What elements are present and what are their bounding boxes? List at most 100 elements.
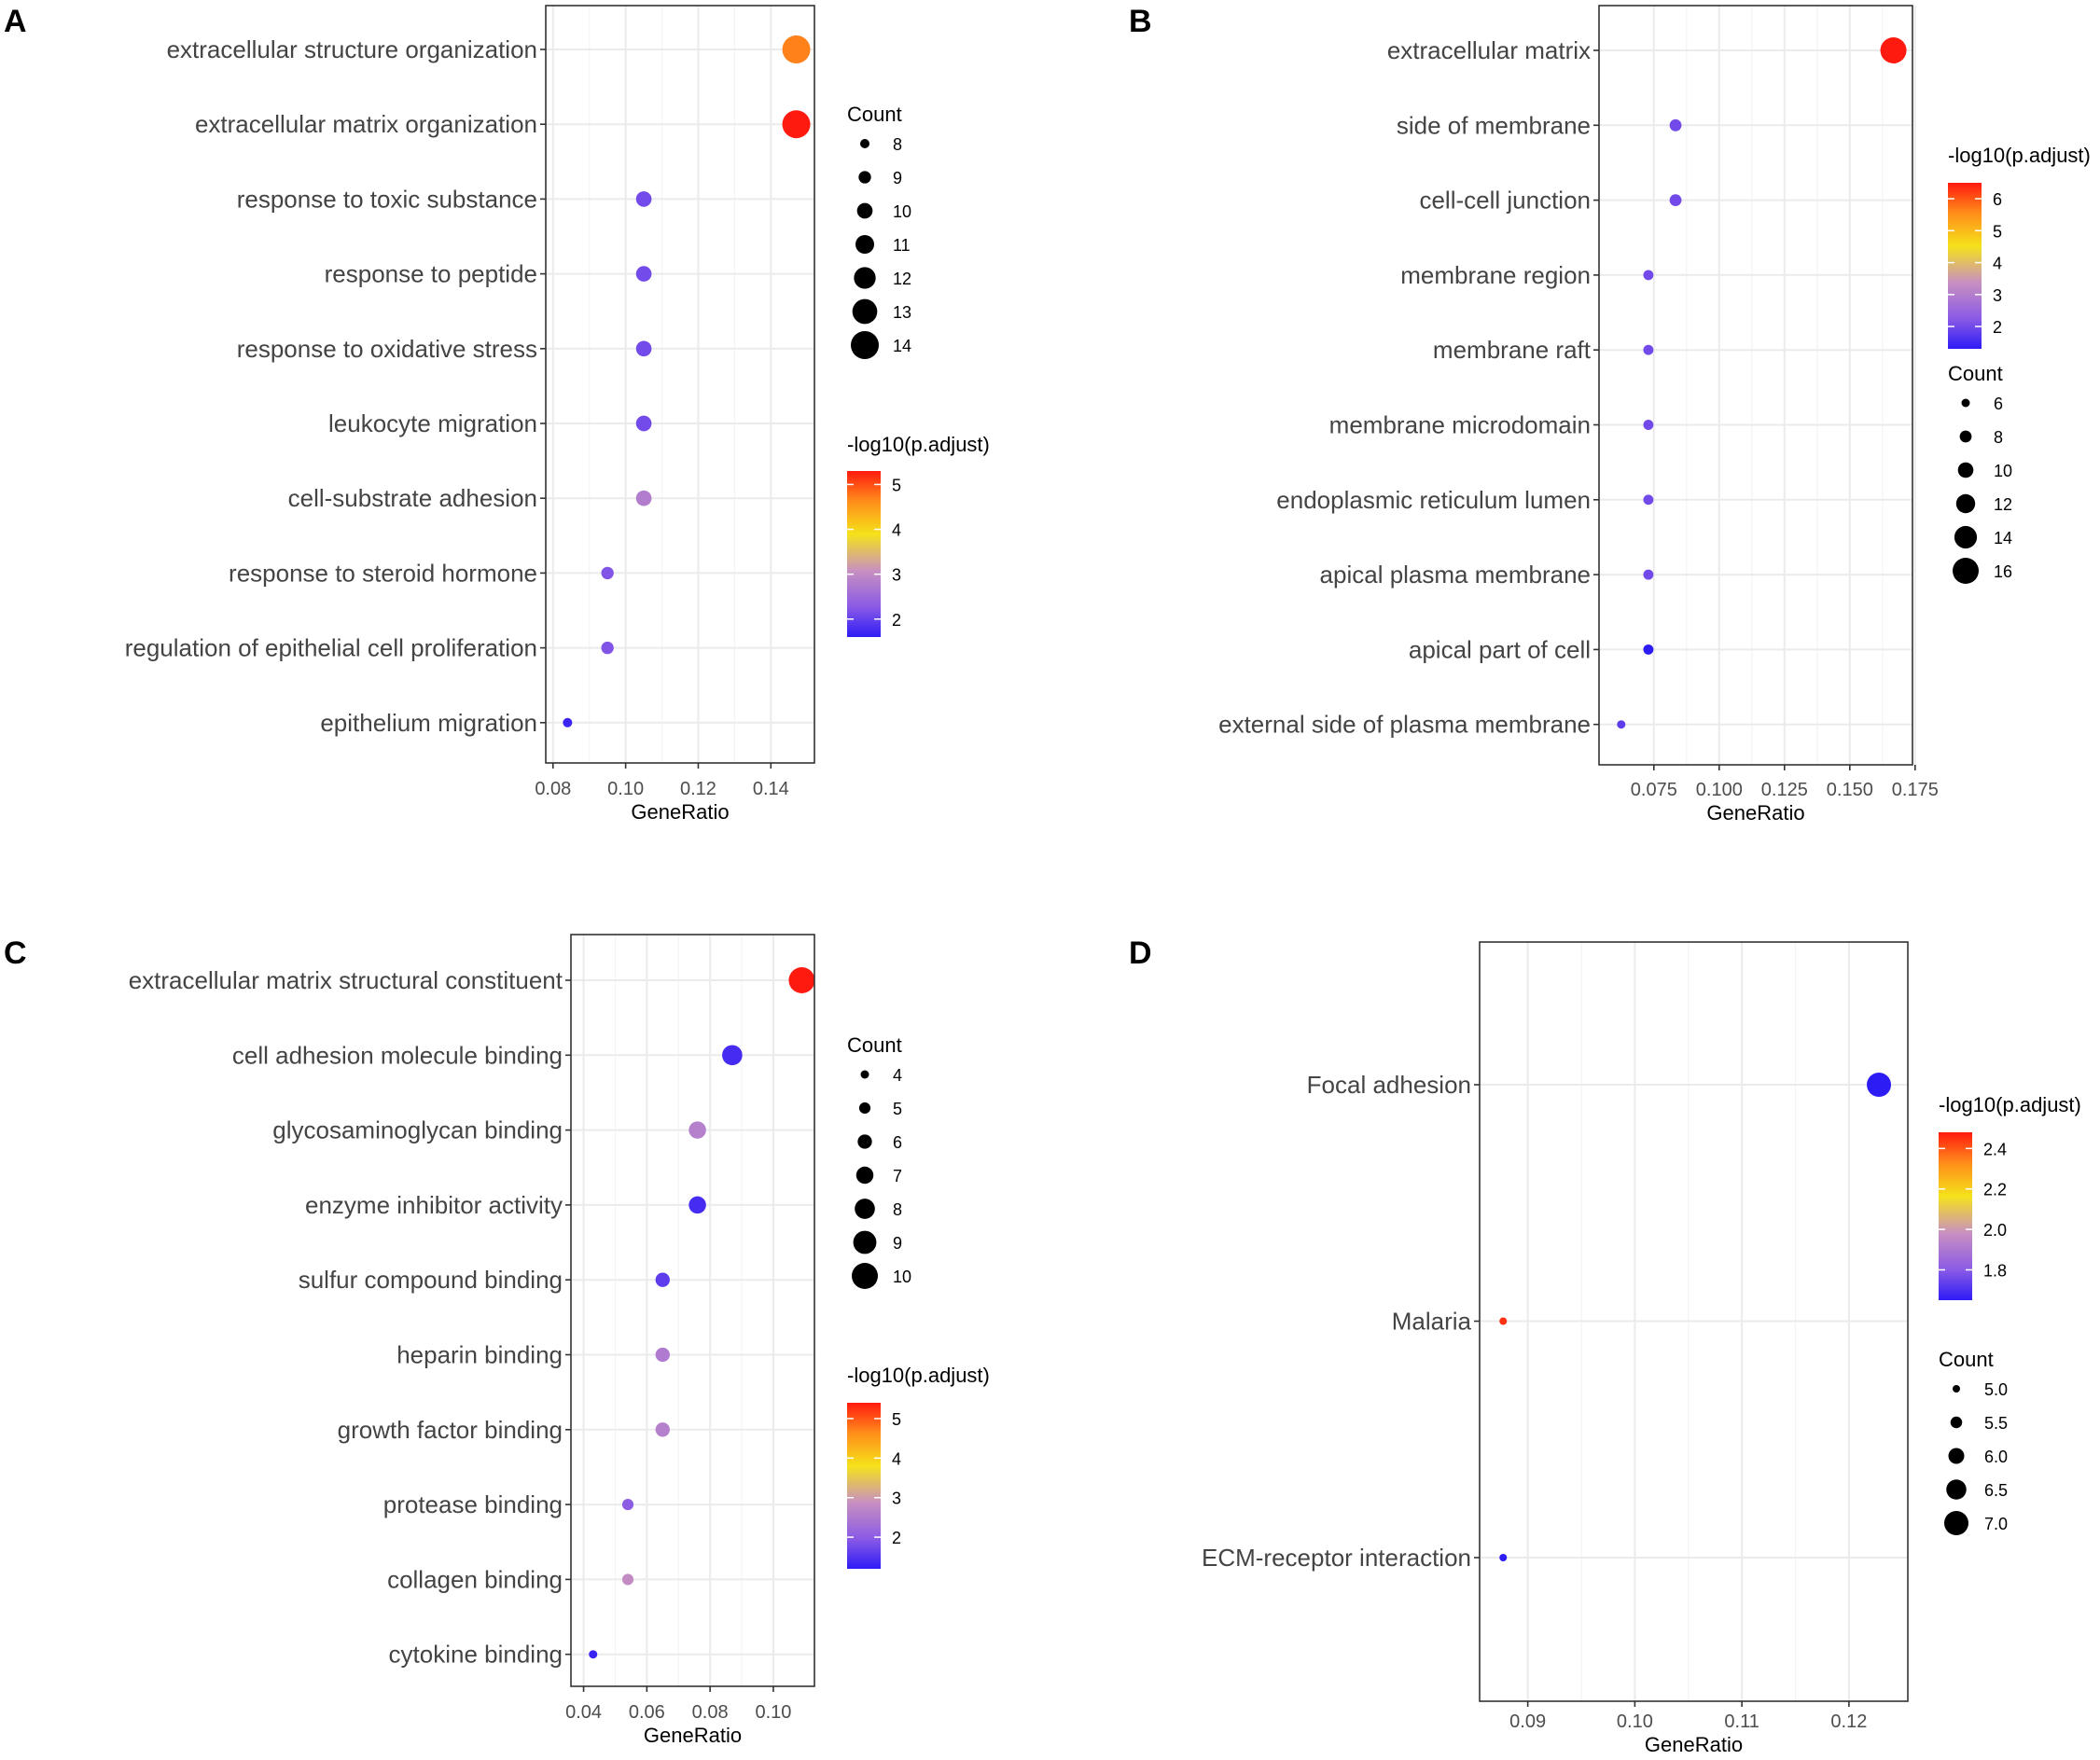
- color-legend-title: -log10(p.adjust): [847, 433, 990, 456]
- plot-border: [1598, 5, 1913, 766]
- term-label: external side of plasma membrane: [1218, 711, 1591, 739]
- term-label: extracellular matrix structural constitu…: [129, 966, 563, 994]
- term-label: extracellular matrix: [1387, 36, 1591, 64]
- color-legend-label: 2.4: [1983, 1140, 2007, 1158]
- size-legend-key: [1953, 558, 1979, 584]
- size-legend-key: [1944, 1511, 1968, 1535]
- x-tick-label: 0.175: [1892, 780, 1939, 800]
- size-legend-key: [1955, 493, 1976, 514]
- x-axis-label: GeneRatio: [631, 800, 729, 824]
- panel-c: extracellular matrix structural constitu…: [129, 934, 990, 1747]
- plot-area: [546, 6, 814, 763]
- size-legend-label: 7.0: [1984, 1515, 2008, 1533]
- color-legend-label: 2.0: [1983, 1221, 2007, 1240]
- size-legend-key: [1953, 1385, 1960, 1393]
- size-legend-label: 14: [893, 337, 911, 355]
- data-point: [1643, 344, 1654, 355]
- data-point: [563, 717, 573, 728]
- plot-border: [545, 5, 815, 764]
- data-point: [688, 1121, 706, 1139]
- term-label: glycosaminoglycan binding: [272, 1116, 563, 1144]
- color-legend-bar: [847, 471, 881, 637]
- x-tick-label: 0.10: [607, 779, 644, 799]
- term-label: epithelium migration: [320, 709, 537, 737]
- size-legend-key: [1948, 1448, 1965, 1464]
- x-tick-label: 0.11: [1724, 1711, 1759, 1732]
- term-label: apical part of cell: [1409, 635, 1591, 663]
- size-legend-label: 8: [1994, 428, 2003, 447]
- size-legend-label: 5.5: [1984, 1414, 2008, 1433]
- x-axis-label: GeneRatio: [1706, 801, 1804, 825]
- x-tick-label: 0.075: [1631, 780, 1677, 800]
- data-point: [1867, 1073, 1892, 1097]
- size-legend-label: 5: [893, 1100, 902, 1118]
- data-point: [621, 1499, 634, 1511]
- panel-label-b: B: [1129, 4, 1152, 39]
- size-legend-label: 8: [893, 1200, 902, 1219]
- term-label: leukocyte migration: [328, 409, 537, 437]
- term-label: response to peptide: [325, 260, 537, 288]
- data-point: [601, 566, 614, 580]
- term-label: enzyme inhibitor activity: [305, 1191, 563, 1219]
- term-label: ECM-receptor interaction: [1202, 1544, 1471, 1572]
- size-legend-label: 11: [893, 236, 911, 255]
- color-legend-label: 5: [892, 1410, 901, 1429]
- color-legend-label: 2: [892, 611, 901, 630]
- size-legend-key: [858, 1102, 871, 1115]
- color-legend-label: 5: [892, 476, 901, 494]
- data-point: [788, 967, 815, 993]
- size-legend-label: 10: [893, 202, 911, 221]
- panel-b: extracellular matrix side of membrane cell…: [1218, 5, 2091, 825]
- term-label: cell-cell junction: [1419, 187, 1591, 215]
- plot-border: [570, 934, 815, 1687]
- x-tick-label: 0.100: [1696, 780, 1743, 800]
- size-legend-key: [852, 298, 878, 325]
- data-point: [655, 1347, 670, 1363]
- x-axis-label: GeneRatio: [644, 1724, 742, 1747]
- size-legend-key: [1957, 462, 1974, 478]
- color-legend-title: -log10(p.adjust): [1948, 144, 2091, 167]
- x-tick-label: 0.08: [692, 1702, 729, 1723]
- size-legend-key: [1954, 525, 1978, 549]
- data-point: [635, 340, 652, 357]
- size-legend-title: Count: [847, 1033, 902, 1057]
- color-legend-label: 3: [892, 566, 901, 585]
- size-legend-key: [1950, 1416, 1963, 1429]
- data-point: [1643, 644, 1654, 655]
- term-label: extracellular matrix organization: [195, 110, 537, 138]
- size-legend-label: 14: [1994, 529, 2012, 547]
- data-point: [722, 1045, 743, 1066]
- color-legend-label: 4: [1993, 255, 2002, 273]
- panel-d: Focal adhesion Malaria ECM-receptor intera…: [1202, 941, 2081, 1756]
- color-legend-label: 4: [892, 521, 901, 540]
- size-legend-key: [855, 1199, 875, 1219]
- term-label: response to toxic substance: [237, 185, 537, 213]
- size-legend-key: [852, 1263, 878, 1289]
- plot-area: [1599, 6, 1912, 765]
- plot-area: [571, 935, 814, 1686]
- color-legend-label: 5: [1993, 222, 2002, 241]
- data-point: [635, 266, 652, 282]
- size-legend-label: 9: [893, 1234, 902, 1253]
- term-label: membrane microdomain: [1329, 411, 1591, 439]
- size-legend-label: 9: [893, 169, 902, 187]
- term-label: cytokine binding: [389, 1641, 563, 1669]
- color-legend-label: 2.2: [1983, 1181, 2007, 1199]
- term-label: membrane raft: [1433, 336, 1592, 364]
- size-legend-key: [854, 267, 876, 289]
- color-legend-label: 4: [892, 1449, 901, 1468]
- size-legend-key: [1959, 430, 1972, 443]
- panel-a: extracellular structure organization extr…: [125, 5, 990, 824]
- size-legend-key: [857, 1134, 872, 1149]
- size-legend-label: 12: [893, 270, 911, 288]
- size-legend-key: [853, 1230, 877, 1254]
- color-legend-bar: [847, 1403, 881, 1569]
- size-legend-label: 10: [1994, 462, 2012, 480]
- term-label: protease binding: [383, 1490, 563, 1518]
- x-tick-label: 0.08: [535, 779, 571, 799]
- data-point: [635, 191, 652, 207]
- x-tick-label: 0.150: [1827, 780, 1873, 800]
- data-point: [782, 110, 811, 139]
- color-legend-label: 3: [1993, 286, 2002, 305]
- size-legend-key: [856, 202, 873, 219]
